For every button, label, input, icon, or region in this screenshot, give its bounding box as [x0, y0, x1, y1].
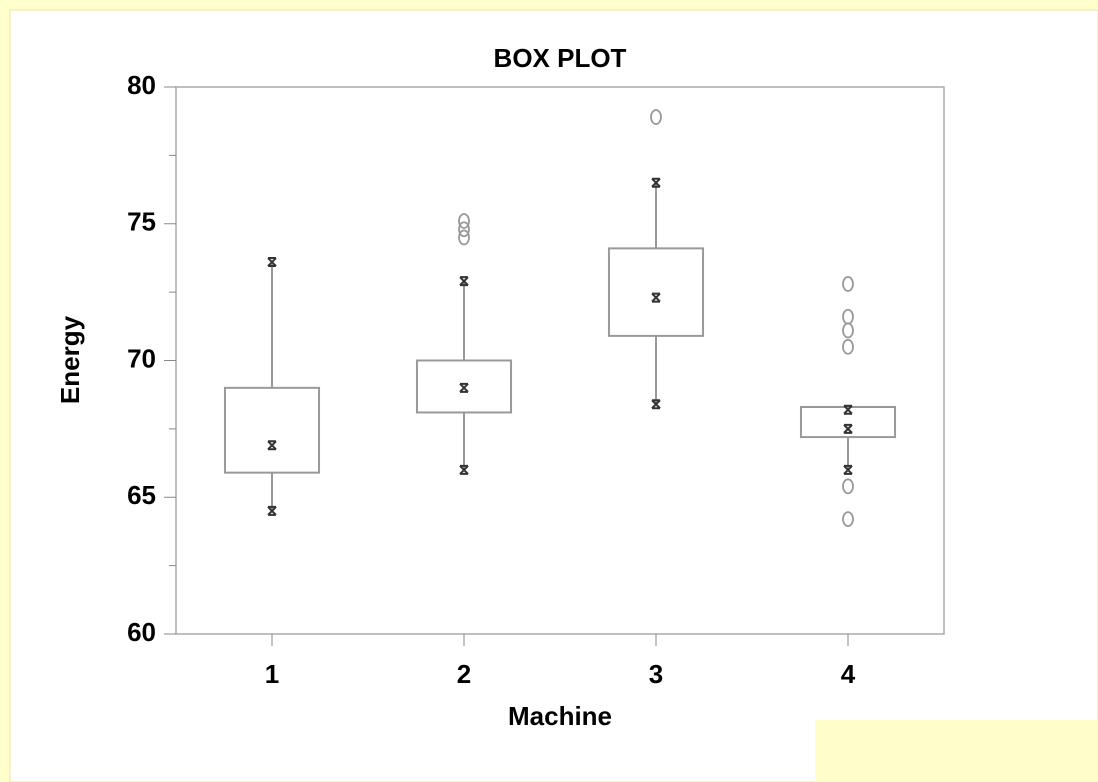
- y-axis-label: Energy: [55, 315, 85, 404]
- outlier: [842, 338, 854, 355]
- outlier: [650, 109, 662, 125]
- marker: [267, 257, 277, 268]
- marker: [843, 404, 853, 415]
- y-tick-label: 80: [127, 70, 156, 100]
- marker: [267, 505, 277, 516]
- chart-title: BOX PLOT: [494, 43, 627, 73]
- corner-block: [815, 720, 1098, 782]
- marker: [459, 276, 469, 287]
- y-tick-label: 75: [127, 207, 156, 237]
- y-tick-label: 70: [127, 343, 156, 373]
- marker: [651, 399, 661, 410]
- x-axis-label: Machine: [508, 701, 612, 731]
- outlier: [458, 221, 470, 238]
- marker: [651, 177, 661, 188]
- outlier: [842, 322, 854, 339]
- marker: [459, 382, 469, 393]
- x-tick-label: 2: [457, 659, 471, 689]
- outlier: [842, 511, 854, 528]
- marker: [651, 292, 661, 303]
- box: [607, 247, 705, 337]
- x-tick-label: 3: [649, 659, 663, 689]
- y-tick-label: 60: [127, 617, 156, 647]
- box: [223, 386, 321, 474]
- marker: [267, 440, 277, 451]
- outlier: [842, 478, 854, 495]
- marker: [843, 423, 853, 434]
- outlier: [458, 229, 470, 246]
- y-tick-label: 65: [127, 480, 156, 510]
- outlier: [842, 276, 854, 292]
- marker: [843, 464, 853, 475]
- marker: [459, 464, 469, 475]
- x-tick-label: 1: [265, 659, 279, 689]
- outlier: [458, 213, 470, 229]
- x-tick-label: 4: [841, 659, 856, 689]
- panel: [9, 9, 1098, 782]
